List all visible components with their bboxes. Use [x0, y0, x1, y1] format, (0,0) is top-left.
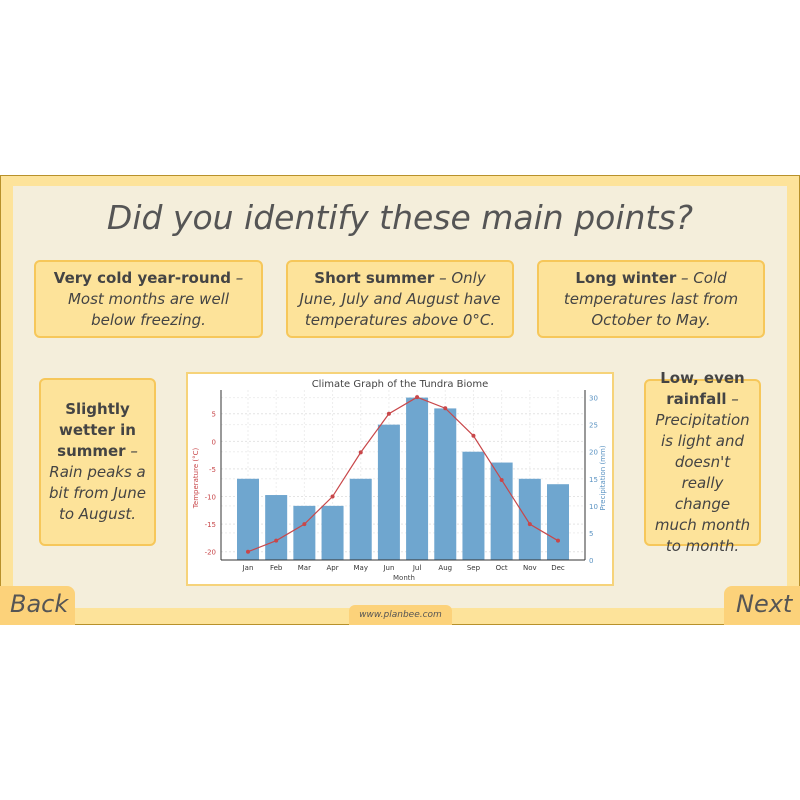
point-heading: Low, even rainfall	[660, 369, 745, 408]
temperature-point	[556, 538, 560, 543]
left-tick-label: -10	[205, 494, 216, 502]
left-tick-label: -20	[205, 549, 216, 557]
next-button[interactable]: Next	[724, 586, 800, 625]
precipitation-bar	[406, 397, 429, 560]
point-heading: Short summer	[314, 268, 435, 287]
right-axis-label: Precipitation (mm)	[599, 445, 607, 510]
x-tick-label: Apr	[326, 564, 338, 572]
x-tick-label: Jul	[412, 564, 422, 572]
precipitation-bar	[237, 478, 259, 560]
point-heading: Very cold year-round	[53, 268, 231, 287]
temperature-point	[274, 538, 279, 543]
x-tick-label: Dec	[551, 564, 565, 572]
x-tick-label: Aug	[438, 564, 452, 572]
precipitation-bar	[377, 424, 400, 560]
precipitation-bar	[434, 408, 457, 560]
point-text: – Precipitation is light and doesn't rea…	[654, 390, 751, 555]
right-tick-label: 30	[589, 395, 598, 403]
point-text: – Cold temperatures last from October to…	[563, 268, 739, 329]
right-tick-label: 25	[589, 422, 598, 430]
temperature-point	[330, 494, 335, 499]
right-tick-label: 20	[589, 449, 598, 457]
left-tick-label: -15	[205, 521, 216, 529]
temperature-point	[471, 433, 476, 438]
back-button[interactable]: Back	[0, 586, 75, 625]
x-tick-label: Oct	[496, 564, 508, 572]
x-tick-label: Jan	[242, 564, 254, 572]
x-axis-label: Month	[393, 574, 415, 582]
climate-chart: Climate Graph of the Tundra Biome -20 -15…	[186, 372, 614, 586]
x-tick-label: May	[353, 564, 367, 572]
precipitation-bar	[321, 505, 344, 560]
temperature-line	[247, 396, 559, 553]
right-tick-label: 15	[589, 476, 598, 484]
right-tick-label: 0	[589, 557, 593, 565]
left-tick-label: 0	[212, 438, 216, 446]
precipitation-bar	[547, 484, 569, 560]
page-title: Did you identify these main points?	[106, 198, 694, 237]
point-text: – Most months are well below freezing.	[67, 268, 244, 329]
point-text: – Only June, July and August have temper…	[299, 268, 501, 329]
temperature-point	[527, 522, 532, 527]
left-axis-label: Temperature (°C)	[192, 448, 200, 510]
x-tick-label: Sep	[467, 564, 481, 572]
left-tick-label: 5	[212, 411, 216, 419]
right-tick-label: 10	[589, 503, 598, 511]
temperature-point	[386, 411, 391, 416]
point-card-wetter-summer: Slightly wetter in summer – Rain peaks a…	[39, 378, 156, 546]
precipitation-bar	[265, 495, 288, 560]
x-tick-label: Nov	[523, 564, 537, 572]
precipitation-bar	[293, 505, 316, 560]
point-card-short-summer: Short summer – Only June, July and Augus…	[286, 260, 514, 338]
temperature-point	[302, 522, 307, 527]
website-link[interactable]: www.planbee.com	[349, 605, 452, 625]
point-text: – Rain peaks a bit from June to August.	[49, 442, 147, 523]
x-tick-label: Mar	[298, 564, 311, 572]
point-heading: Slightly wetter in summer	[57, 400, 136, 460]
temperature-point	[443, 406, 448, 411]
chart-title: Climate Graph of the Tundra Biome	[312, 379, 489, 390]
temperature-point	[246, 549, 250, 554]
x-tick-label: Feb	[270, 564, 283, 572]
precipitation-bar	[490, 462, 513, 560]
point-card-very-cold: Very cold year-round – Most months are w…	[34, 260, 263, 338]
x-tick-label: Jun	[382, 564, 394, 572]
precipitation-bar	[462, 451, 485, 560]
precipitation-bar	[349, 478, 372, 560]
temperature-point	[415, 395, 420, 400]
point-card-long-winter: Long winter – Cold temperatures last fro…	[537, 260, 765, 338]
precipitation-bar	[518, 478, 541, 560]
right-tick-label: 5	[589, 530, 593, 538]
point-card-low-rainfall: Low, even rainfall – Precipitation is li…	[644, 369, 761, 555]
temperature-point	[499, 477, 504, 482]
left-tick-label: -5	[209, 466, 216, 474]
temperature-point	[358, 450, 363, 455]
point-heading: Long winter	[575, 268, 677, 287]
